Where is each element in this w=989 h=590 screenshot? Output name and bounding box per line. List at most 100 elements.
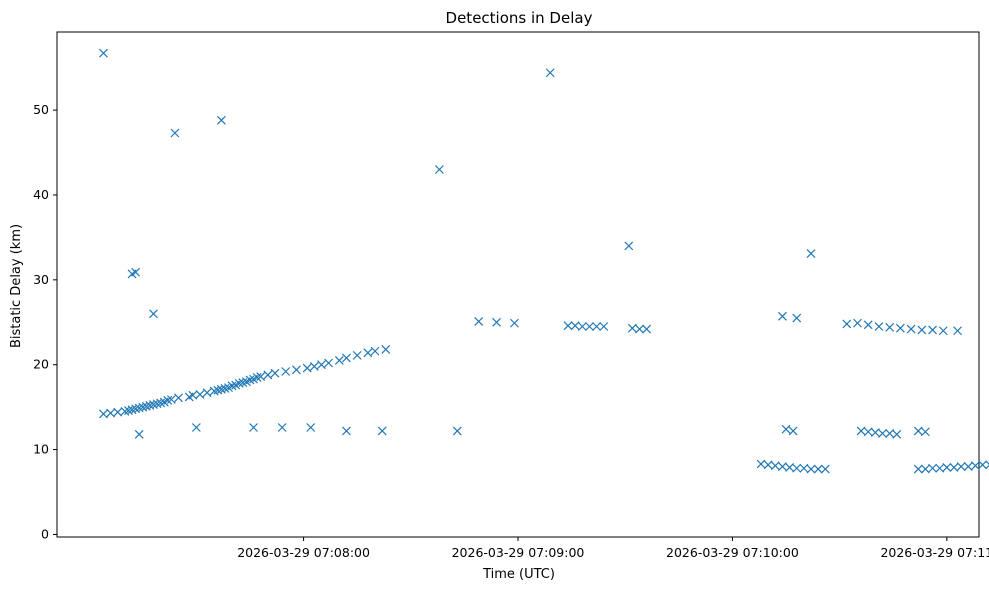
data-point [202, 388, 212, 398]
y-tick-label: 30 [33, 272, 49, 287]
data-point [938, 326, 948, 336]
data-point [577, 322, 587, 331]
data-point [352, 350, 362, 360]
data-point [642, 324, 652, 334]
data-point [281, 367, 291, 376]
data-point [792, 313, 802, 323]
data-point [306, 423, 316, 432]
data-point [213, 385, 223, 395]
data-point [885, 322, 895, 332]
chart-title: Detections in Delay [446, 9, 593, 27]
x-axis-label: Time (UTC) [482, 567, 555, 582]
data-point [195, 389, 205, 399]
data-point [216, 384, 226, 394]
y-tick-label: 10 [33, 442, 49, 457]
data-point [895, 323, 905, 333]
data-point [334, 356, 344, 365]
data-point [141, 401, 151, 411]
data-point [799, 463, 809, 473]
data-point [820, 464, 830, 474]
data-point [152, 399, 162, 409]
data-point [434, 165, 444, 174]
data-point [913, 464, 923, 474]
data-point [277, 423, 287, 432]
x-tick-label: 2026-03-29 07:10:00 [666, 545, 799, 560]
data-point [292, 365, 301, 375]
y-axis-label: Bistatic Delay (km) [9, 224, 24, 348]
data-point [863, 320, 873, 330]
data-point [309, 361, 319, 371]
data-point [856, 426, 866, 436]
data-point [545, 68, 555, 78]
data-point [131, 404, 141, 414]
data-point [920, 464, 930, 474]
data-point [134, 403, 144, 413]
data-point [870, 428, 880, 438]
data-point [149, 309, 158, 319]
y-tick-label: 50 [33, 102, 49, 117]
data-point [191, 423, 201, 432]
data-point [245, 375, 255, 385]
data-point [238, 378, 248, 387]
data-point [788, 426, 798, 436]
data-point [188, 390, 198, 400]
data-point [942, 462, 952, 472]
data-point [170, 128, 180, 138]
x-tick-label: 2026-03-29 07:08:00 [237, 545, 370, 560]
data-point [953, 326, 962, 336]
data-point [806, 249, 816, 258]
data-point [342, 353, 351, 363]
data-point [370, 346, 380, 356]
data-point [106, 408, 116, 418]
data-point [928, 325, 937, 335]
data-point [363, 348, 373, 358]
data-point [885, 429, 895, 438]
data-point [145, 401, 155, 410]
x-tick-label: 2026-03-29 07:09:00 [452, 545, 585, 560]
data-point [778, 462, 787, 471]
data-point [134, 429, 144, 439]
data-point [342, 426, 351, 436]
data-point [778, 311, 787, 321]
data-point [474, 316, 484, 326]
data-point [220, 384, 230, 393]
x-axis-ticks: 2026-03-29 07:08:00 2026-03-29 07:09:00 20… [237, 537, 989, 560]
data-point [949, 462, 959, 472]
data-point [120, 406, 130, 416]
data-point [956, 462, 966, 471]
data-point [878, 429, 887, 438]
data-point [452, 426, 462, 436]
data-points [99, 48, 989, 474]
data-point [599, 322, 609, 331]
data-point [627, 323, 637, 333]
data-point [892, 429, 902, 439]
data-point [138, 402, 148, 412]
data-point [842, 319, 852, 329]
data-point [770, 461, 780, 471]
plot-area [56, 31, 980, 538]
x-tick-label: 2026-03-29 07:11:00 [880, 545, 989, 560]
data-point [302, 363, 312, 373]
data-point [853, 318, 862, 328]
data-point [906, 324, 916, 334]
data-point [270, 368, 280, 378]
data-point [563, 321, 573, 331]
data-point [99, 409, 108, 419]
data-point [806, 464, 816, 474]
data-point [792, 463, 802, 473]
data-point [209, 386, 219, 396]
data-point [317, 360, 326, 370]
data-point [985, 460, 989, 470]
data-point [256, 372, 266, 382]
data-point [234, 378, 244, 388]
data-point [874, 322, 884, 331]
data-point [971, 461, 980, 471]
data-point [252, 373, 262, 382]
data-point [263, 370, 273, 380]
data-point [163, 395, 173, 405]
data-point [963, 462, 973, 471]
data-point [635, 324, 644, 334]
data-point [920, 427, 930, 437]
data-point [863, 427, 873, 437]
data-point [756, 459, 766, 469]
